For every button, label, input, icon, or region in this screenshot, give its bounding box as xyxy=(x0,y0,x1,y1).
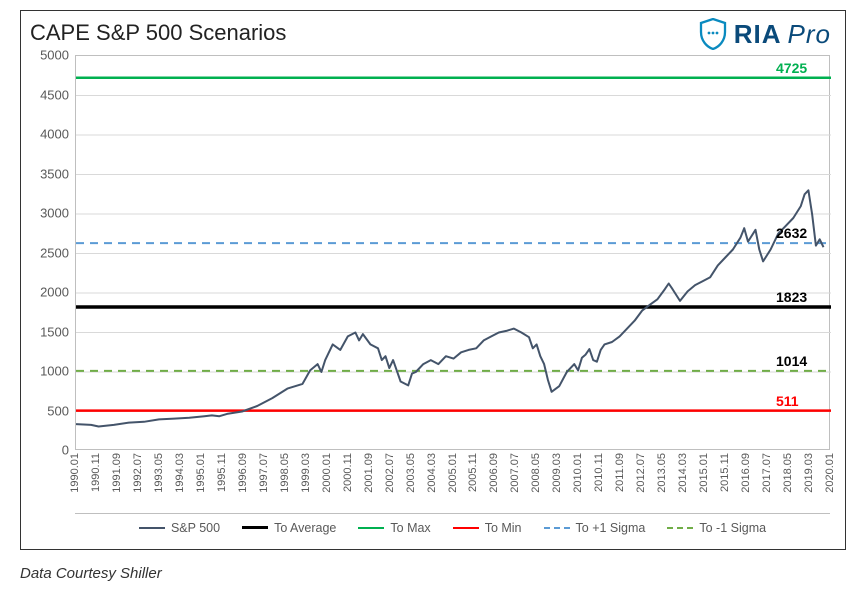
legend-swatch xyxy=(667,527,693,529)
y-tick-label: 4000 xyxy=(33,127,69,142)
legend-swatch xyxy=(139,527,165,529)
x-tick-label: 2020.01 xyxy=(824,453,836,493)
y-axis-ticks: 0500100015002000250030003500400045005000 xyxy=(35,55,71,450)
legend-item: S&P 500 xyxy=(139,521,220,535)
x-tick-label: 2018.05 xyxy=(782,453,794,493)
x-tick-label: 2014.03 xyxy=(677,453,689,493)
x-tick-label: 2003.05 xyxy=(405,453,417,493)
x-tick-label: 2015.01 xyxy=(698,453,710,493)
y-tick-label: 0 xyxy=(33,443,69,458)
x-tick-label: 2015.11 xyxy=(719,453,731,492)
legend-swatch xyxy=(544,527,570,529)
ria-pro-logo: RIA Pro xyxy=(698,18,831,50)
x-tick-label: 2000.01 xyxy=(321,453,333,493)
x-tick-label: 1999.03 xyxy=(300,453,312,493)
legend: S&P 500 To Average To Max To Min To +1 Sigma… xyxy=(75,513,830,541)
legend-label: To Max xyxy=(390,521,430,535)
reference-line-label: 1823 xyxy=(776,289,807,305)
y-tick-label: 4500 xyxy=(33,87,69,102)
x-tick-label: 2004.03 xyxy=(426,453,438,493)
legend-label: To +1 Sigma xyxy=(576,521,646,535)
x-tick-label: 2005.01 xyxy=(447,453,459,493)
chart-frame: CAPE S&P 500 Scenarios RIA Pro 4725 2632 1… xyxy=(0,0,866,603)
reference-line-label: 2632 xyxy=(776,225,807,241)
x-tick-label: 1990.01 xyxy=(69,453,81,493)
x-tick-label: 2008.05 xyxy=(530,453,542,493)
x-tick-label: 2011.09 xyxy=(614,453,626,492)
x-tick-label: 2009.03 xyxy=(551,453,563,493)
reference-line-label: 4725 xyxy=(776,60,807,76)
x-tick-label: 1998.05 xyxy=(279,453,291,493)
x-tick-label: 2010.11 xyxy=(593,453,605,492)
x-tick-label: 1993.05 xyxy=(153,453,165,493)
legend-item: To Average xyxy=(242,521,336,535)
y-tick-label: 2500 xyxy=(33,245,69,260)
x-tick-label: 2012.07 xyxy=(635,453,647,493)
y-tick-label: 500 xyxy=(33,403,69,418)
legend-label: To Average xyxy=(274,521,336,535)
reference-line-label: 511 xyxy=(776,393,799,409)
x-tick-label: 2001.09 xyxy=(363,453,375,493)
y-tick-label: 2000 xyxy=(33,285,69,300)
y-tick-label: 1500 xyxy=(33,324,69,339)
legend-item: To Min xyxy=(453,521,522,535)
x-tick-label: 2017.07 xyxy=(761,453,773,493)
x-tick-label: 2019.03 xyxy=(803,453,815,493)
logo-ria-text: RIA xyxy=(734,19,782,50)
logo-pro-text: Pro xyxy=(788,19,831,50)
x-axis-ticks: 1990.011990.111991.091992.071993.051994.… xyxy=(75,450,830,510)
shield-icon xyxy=(698,18,728,50)
x-tick-label: 1991.09 xyxy=(111,453,123,493)
y-tick-label: 3000 xyxy=(33,206,69,221)
x-tick-label: 2000.11 xyxy=(342,453,354,492)
x-tick-label: 2005.11 xyxy=(467,453,479,492)
y-tick-label: 1000 xyxy=(33,364,69,379)
legend-label: To -1 Sigma xyxy=(699,521,766,535)
legend-item: To +1 Sigma xyxy=(544,521,646,535)
chart-title: CAPE S&P 500 Scenarios xyxy=(30,20,286,46)
x-tick-label: 2006.09 xyxy=(488,453,500,493)
legend-swatch xyxy=(453,527,479,529)
x-tick-label: 2010.01 xyxy=(572,453,584,493)
x-tick-label: 1995.01 xyxy=(195,453,207,493)
reference-line-label: 1014 xyxy=(776,353,807,369)
x-tick-label: 2002.07 xyxy=(384,453,396,493)
x-tick-label: 2007.07 xyxy=(509,453,521,493)
legend-label: To Min xyxy=(485,521,522,535)
legend-swatch xyxy=(358,527,384,529)
x-tick-label: 1997.07 xyxy=(258,453,270,493)
x-tick-label: 2016.09 xyxy=(740,453,752,493)
legend-item: To Max xyxy=(358,521,430,535)
x-tick-label: 1996.09 xyxy=(237,453,249,493)
x-tick-label: 2013.05 xyxy=(656,453,668,493)
y-tick-label: 3500 xyxy=(33,166,69,181)
x-tick-label: 1994.03 xyxy=(174,453,186,493)
chart-caption: Data Courtesy Shiller xyxy=(20,565,162,582)
legend-label: S&P 500 xyxy=(171,521,220,535)
x-tick-label: 1990.11 xyxy=(90,453,102,492)
legend-item: To -1 Sigma xyxy=(667,521,766,535)
legend-swatch xyxy=(242,526,268,529)
plot-area: 4725 2632 1823 1014 511 xyxy=(75,55,830,450)
x-tick-label: 1992.07 xyxy=(132,453,144,493)
x-tick-label: 1995.11 xyxy=(216,453,228,492)
y-tick-label: 5000 xyxy=(33,48,69,63)
